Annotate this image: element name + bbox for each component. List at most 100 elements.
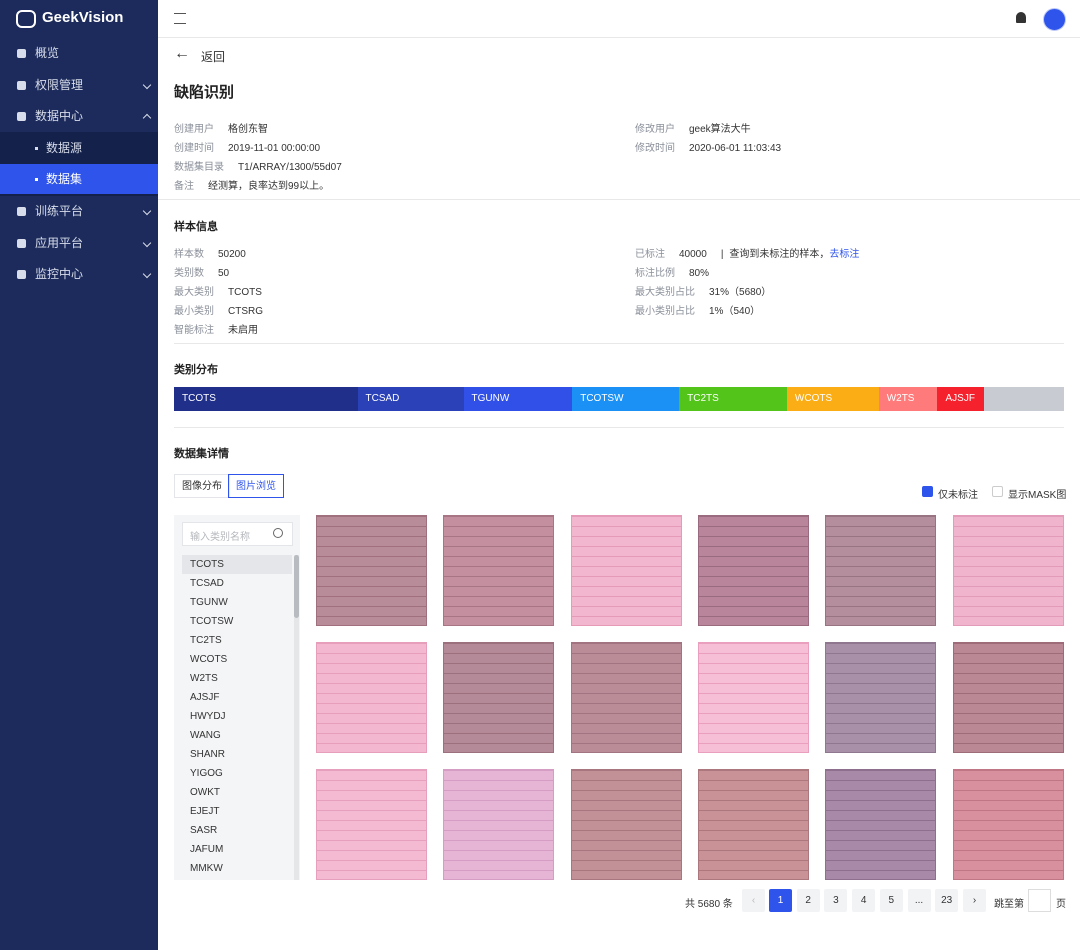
category-item[interactable]: SASR xyxy=(190,825,218,836)
image-thumbnail[interactable] xyxy=(825,642,937,753)
menu-item[interactable]: 监控中心 xyxy=(0,259,158,289)
category-item[interactable]: EJEJT xyxy=(190,806,220,817)
category-item[interactable]: TCOTS xyxy=(182,555,292,574)
info-label: 备注 xyxy=(174,181,194,192)
image-thumbnail[interactable] xyxy=(952,769,1064,880)
menu-arrow xyxy=(142,113,152,123)
category-item[interactable]: JAFUM xyxy=(190,844,224,855)
checkbox[interactable] xyxy=(992,486,1003,497)
submenu-item[interactable]: 数据源 xyxy=(0,133,158,163)
image-thumbnail[interactable] xyxy=(443,769,555,880)
info-row: 创建用户 格创东智 xyxy=(174,119,268,137)
search-icon[interactable] xyxy=(273,528,283,538)
checkbox-label: 仅未标注 xyxy=(938,490,978,501)
category-item[interactable]: MMKW xyxy=(190,863,223,874)
info-label: 修改时间 xyxy=(635,143,675,154)
back-arrow[interactable]: ← xyxy=(174,45,190,62)
search-placeholder: 输入类别名称 xyxy=(190,532,250,543)
annotate-link[interactable]: 去标注 xyxy=(829,249,860,260)
back-link[interactable]: 返回 xyxy=(201,50,226,64)
menu-item[interactable]: 概览 xyxy=(0,38,158,68)
info-row: 样本数 50200 xyxy=(174,244,246,262)
checkbox[interactable] xyxy=(922,486,933,497)
menu-item[interactable]: 权限管理 xyxy=(0,70,158,100)
image-thumbnail[interactable] xyxy=(825,515,937,626)
pagination-page[interactable]: 2 xyxy=(796,889,820,912)
notification-bell[interactable] xyxy=(1016,12,1026,23)
menu-item[interactable]: 应用平台 xyxy=(0,228,158,258)
menu-item[interactable]: 数据中心 xyxy=(0,101,158,131)
submenu-dot xyxy=(35,146,38,150)
info-row: 最小类别占比 1%（540） xyxy=(635,301,760,319)
category-item[interactable]: W2TS xyxy=(190,673,218,684)
image-thumbnail[interactable] xyxy=(952,515,1064,626)
pagination-page[interactable]: 23 xyxy=(935,889,959,912)
pagination-page[interactable]: 3 xyxy=(824,889,848,912)
submenu-item[interactable]: 数据集 xyxy=(0,164,158,195)
distribution-segment: TC2TS xyxy=(679,387,787,411)
divider xyxy=(174,343,1064,344)
image-thumbnail[interactable] xyxy=(316,642,427,753)
info-value: 31%（5680） xyxy=(709,287,772,298)
pagination-page[interactable]: 1 xyxy=(769,889,792,912)
collapse-toggle[interactable] xyxy=(174,13,186,24)
image-thumbnail[interactable] xyxy=(952,642,1064,753)
page-input[interactable] xyxy=(1028,889,1051,912)
category-item[interactable]: WANG xyxy=(190,730,221,741)
info-note: 查询到未标注的样本， xyxy=(729,249,830,260)
tab[interactable]: 图像分布 xyxy=(174,474,230,498)
menu-icon xyxy=(17,49,26,58)
info-row: 数据集目录 T1/ARRAY/1300/55d07 xyxy=(174,157,342,175)
info-row: 创建时间 2019-11-01 00:00:00 xyxy=(174,138,320,156)
info-label: 标注比例 xyxy=(635,268,675,279)
scroll-thumb[interactable] xyxy=(294,555,299,618)
info-value: 2020-06-01 11:03:43 xyxy=(689,143,782,154)
menu-arrow xyxy=(142,238,152,247)
image-thumbnail[interactable] xyxy=(443,642,555,753)
category-item[interactable]: AJSJF xyxy=(190,692,220,703)
pagination-page[interactable]: 5 xyxy=(879,889,903,912)
category-item[interactable]: WCOTS xyxy=(190,654,228,665)
section-title: 类别分布 xyxy=(174,364,218,376)
info-row: 备注 经测算，良率达到99以上。 xyxy=(174,176,329,194)
category-item[interactable]: OWKT xyxy=(190,787,220,798)
info-value: T1/ARRAY/1300/55d07 xyxy=(238,162,342,173)
page-title: 缺陷识别 xyxy=(174,84,235,101)
info-label: 创建时间 xyxy=(174,143,214,154)
menu-label: 应用平台 xyxy=(35,235,84,250)
image-thumbnail[interactable] xyxy=(570,642,682,753)
image-thumbnail[interactable] xyxy=(570,769,682,880)
menu-arrow xyxy=(142,80,152,89)
category-item[interactable]: SHANR xyxy=(190,749,226,760)
category-item[interactable]: TCOTSW xyxy=(190,616,234,627)
image-thumbnail[interactable] xyxy=(316,769,427,880)
info-value: 1%（540） xyxy=(709,306,761,317)
category-item[interactable]: TC2TS xyxy=(190,635,222,646)
info-row: 修改时间 2020-06-01 11:03:43 xyxy=(635,138,781,156)
user-avatar[interactable] xyxy=(1043,8,1066,31)
image-thumbnail[interactable] xyxy=(316,515,427,626)
image-thumbnail[interactable] xyxy=(697,515,809,626)
info-row: 智能标注 未启用 xyxy=(174,320,258,338)
pagination-unit: 页 xyxy=(1056,899,1066,910)
pagination-prev[interactable]: ‹ xyxy=(742,889,765,912)
pagination-page[interactable]: 4 xyxy=(852,889,876,912)
image-thumbnail[interactable] xyxy=(697,642,809,753)
pagination-next[interactable]: › xyxy=(963,889,986,912)
menu-item[interactable]: 训练平台 xyxy=(0,196,158,226)
image-thumbnail[interactable] xyxy=(825,769,937,880)
tab[interactable]: 图片浏览 xyxy=(228,474,284,498)
category-item[interactable]: TGUNW xyxy=(190,597,228,608)
image-thumbnail[interactable] xyxy=(443,515,555,626)
brand-logo xyxy=(16,10,36,28)
category-item[interactable]: TCSAD xyxy=(190,578,224,589)
image-thumbnail[interactable] xyxy=(570,515,682,626)
category-item[interactable]: YIGOG xyxy=(190,768,223,779)
info-label: 最小类别 xyxy=(174,306,214,317)
separator: | xyxy=(720,249,724,260)
pagination-page[interactable]: ... xyxy=(907,889,931,912)
category-panel xyxy=(174,515,300,880)
menu-label: 监控中心 xyxy=(35,267,84,282)
image-thumbnail[interactable] xyxy=(697,769,809,880)
category-item[interactable]: HWYDJ xyxy=(190,711,226,722)
